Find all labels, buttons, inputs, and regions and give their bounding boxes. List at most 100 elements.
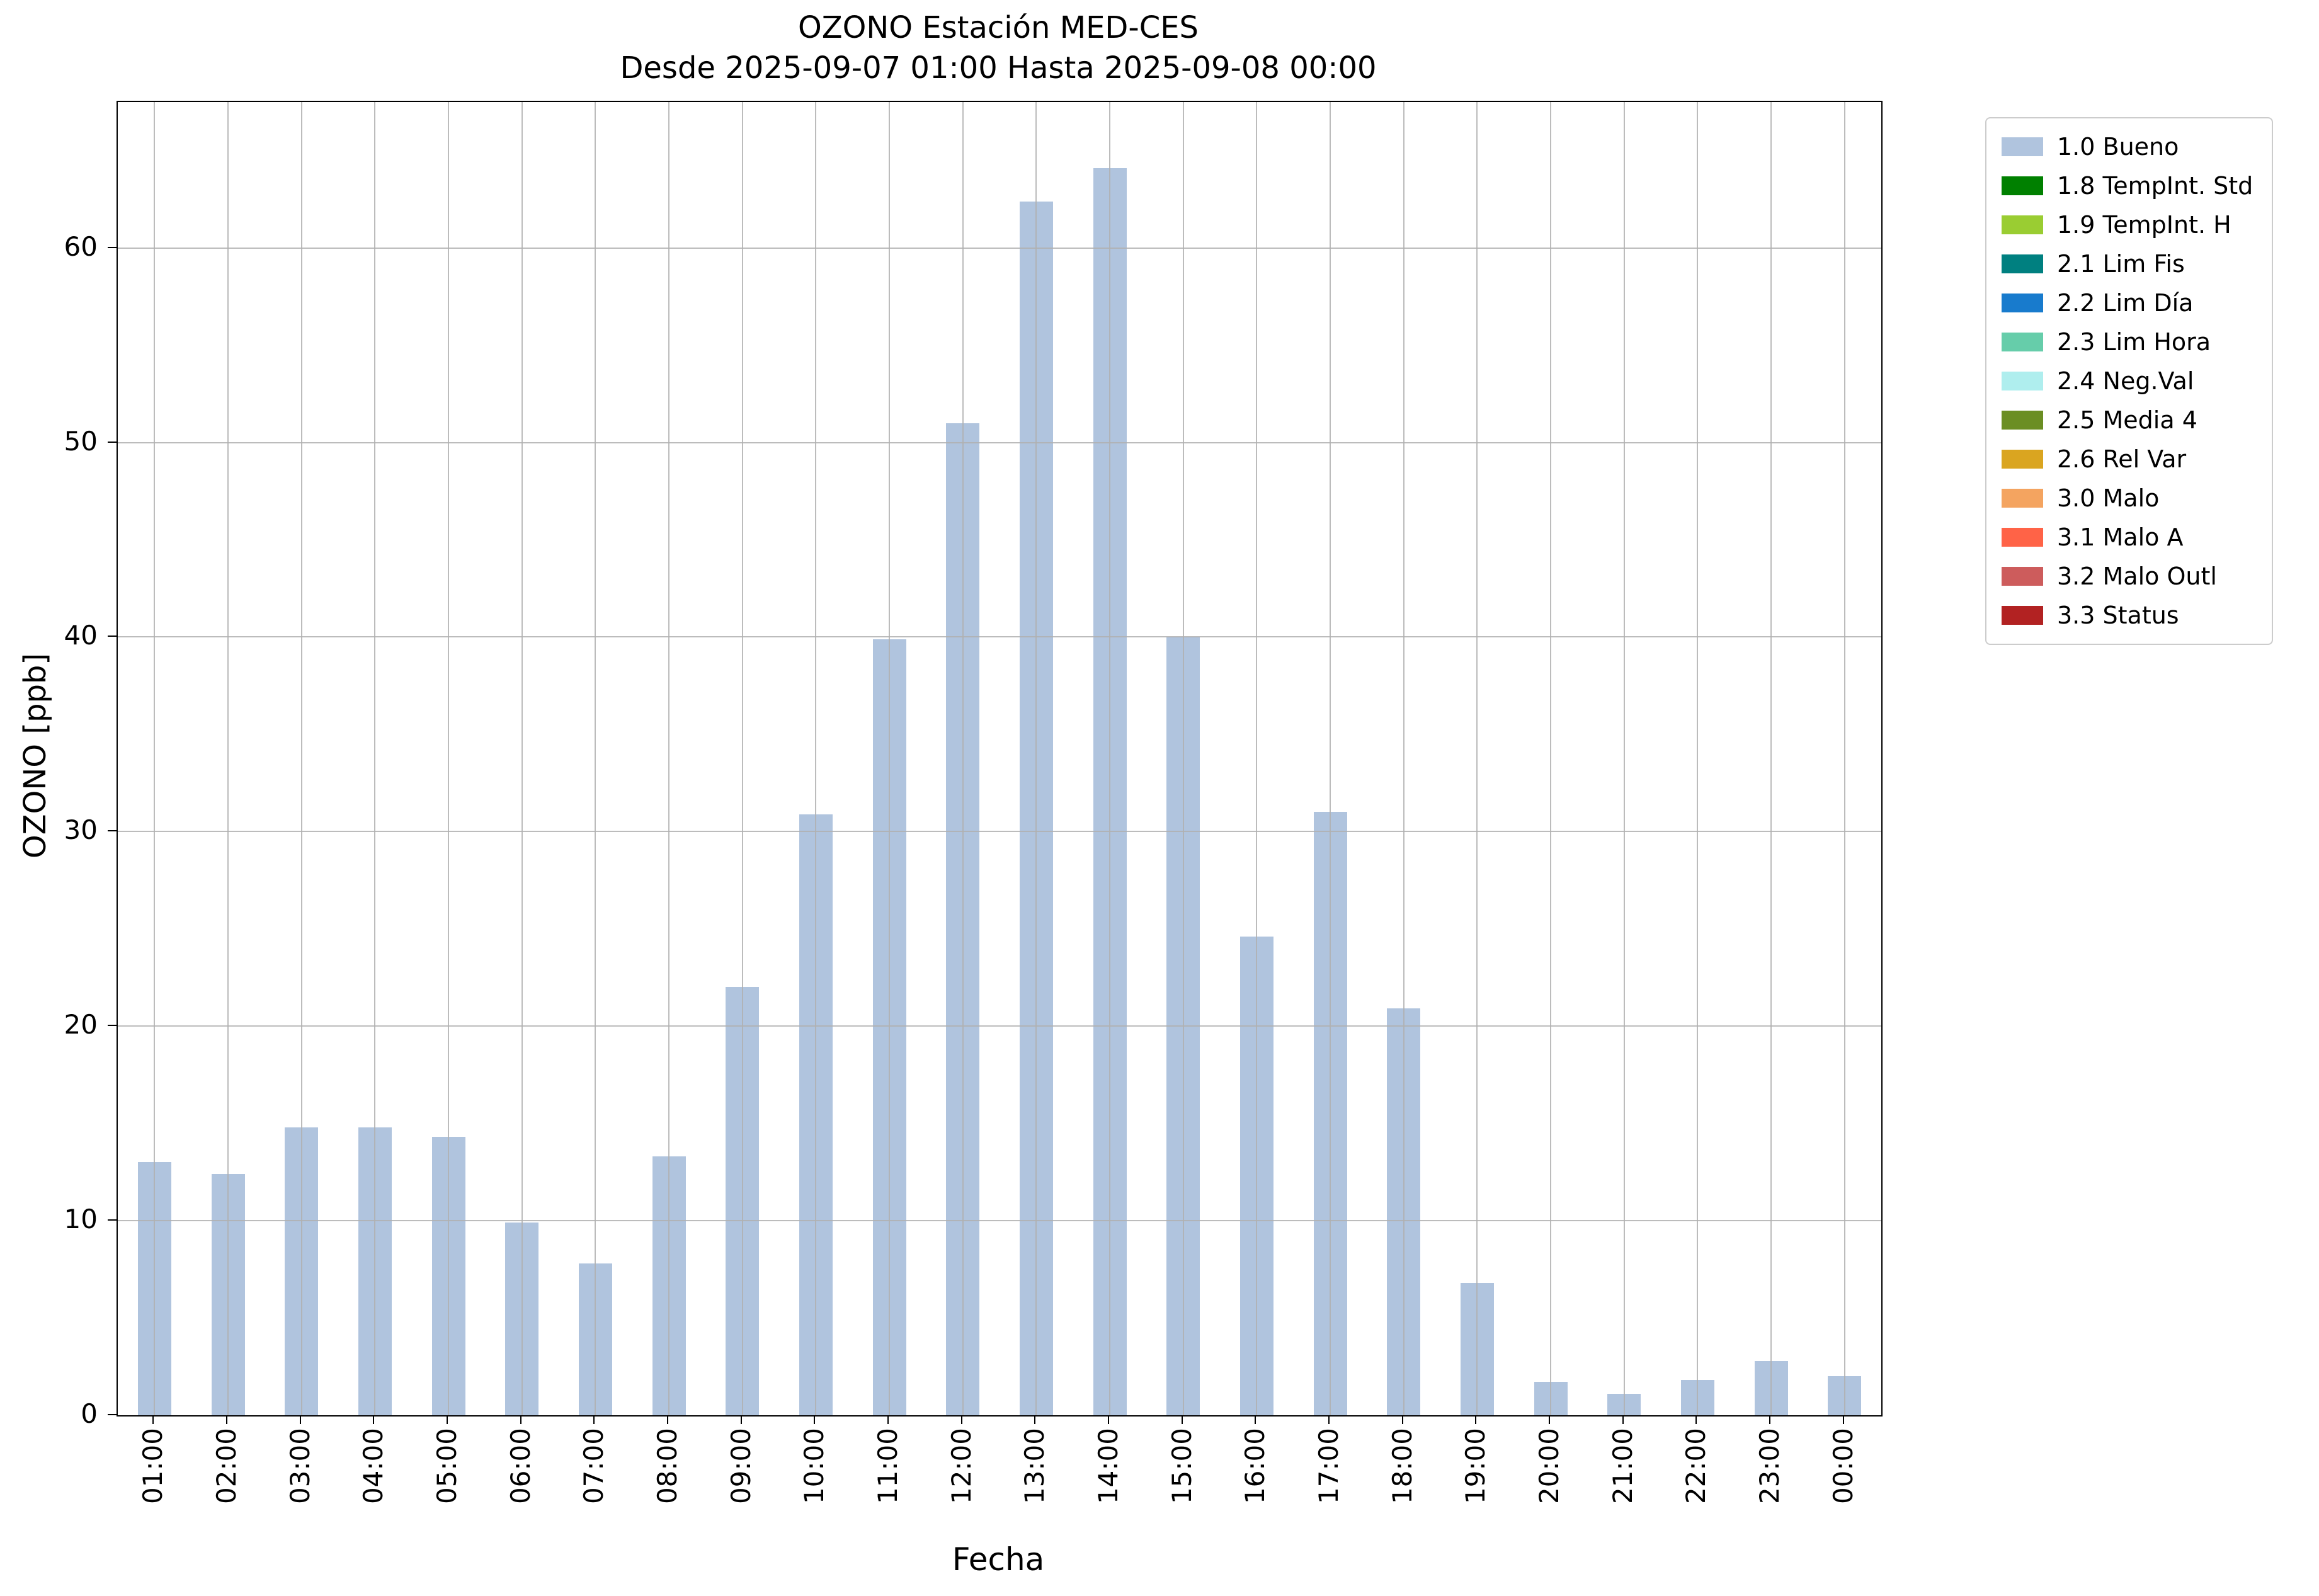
- x-tick-label: 20:00: [1534, 1428, 1564, 1505]
- x-tick-mark: [593, 1415, 595, 1424]
- legend-item: 3.0 Malo: [2002, 484, 2253, 513]
- x-tick-label: 05:00: [431, 1428, 462, 1505]
- legend-label: 3.3 Status: [2057, 601, 2179, 629]
- x-tick-label: 04:00: [358, 1428, 389, 1505]
- x-tick-label: 10:00: [799, 1428, 829, 1505]
- x-tick-mark: [300, 1415, 301, 1424]
- x-tick-mark: [1769, 1415, 1770, 1424]
- x-tick-mark: [1182, 1415, 1183, 1424]
- x-tick-label: 13:00: [1019, 1428, 1050, 1505]
- legend-label: 2.4 Neg.Val: [2057, 367, 2194, 395]
- legend-label: 3.0 Malo: [2057, 484, 2160, 512]
- legend-item: 2.1 Lim Fis: [2002, 249, 2253, 278]
- vertical-gridline: [595, 102, 596, 1415]
- vertical-gridline: [815, 102, 816, 1415]
- y-tick-mark: [108, 1025, 117, 1026]
- y-tick-label: 0: [81, 1398, 98, 1429]
- y-tick-label: 40: [64, 620, 98, 651]
- x-axis-label: Fecha: [952, 1541, 1045, 1578]
- legend-swatch: [2002, 137, 2043, 156]
- vertical-gridline: [742, 102, 743, 1415]
- x-tick-label: 12:00: [946, 1428, 977, 1505]
- vertical-gridline: [374, 102, 375, 1415]
- legend-swatch: [2002, 333, 2043, 351]
- legend-item: 1.0 Bueno: [2002, 132, 2253, 161]
- x-tick-label: 11:00: [872, 1428, 903, 1505]
- legend-item: 3.3 Status: [2002, 601, 2253, 630]
- y-tick-mark: [108, 1219, 117, 1221]
- chart-title: OZONO Estación MED-CES: [797, 10, 1199, 45]
- y-tick-label: 10: [64, 1204, 98, 1234]
- x-tick-mark: [1475, 1415, 1476, 1424]
- x-tick-mark: [961, 1415, 962, 1424]
- legend-label: 1.0 Bueno: [2057, 133, 2179, 161]
- horizontal-gridline: [118, 248, 1881, 249]
- y-tick-label: 20: [64, 1009, 98, 1040]
- x-tick-mark: [152, 1415, 154, 1424]
- horizontal-gridline: [118, 442, 1881, 443]
- legend-label: 2.3 Lim Hora: [2057, 328, 2211, 356]
- y-tick-mark: [108, 442, 117, 443]
- legend-label: 1.9 TempInt. H: [2057, 211, 2231, 239]
- legend-swatch: [2002, 215, 2043, 234]
- legend-label: 2.6 Rel Var: [2057, 445, 2187, 473]
- x-tick-mark: [887, 1415, 889, 1424]
- legend-item: 1.9 TempInt. H: [2002, 210, 2253, 239]
- x-tick-mark: [741, 1415, 742, 1424]
- x-tick-mark: [1843, 1415, 1844, 1424]
- x-tick-label: 16:00: [1239, 1428, 1270, 1505]
- x-tick-label: 09:00: [726, 1428, 756, 1505]
- x-tick-mark: [520, 1415, 521, 1424]
- x-tick-mark: [1549, 1415, 1550, 1424]
- y-tick-mark: [108, 247, 117, 248]
- vertical-gridline: [154, 102, 155, 1415]
- vertical-gridline: [448, 102, 449, 1415]
- x-tick-label: 21:00: [1607, 1428, 1638, 1505]
- x-tick-label: 06:00: [505, 1428, 536, 1505]
- x-tick-label: 02:00: [211, 1428, 242, 1505]
- vertical-gridline: [889, 102, 890, 1415]
- x-tick-mark: [1622, 1415, 1624, 1424]
- x-tick-label: 07:00: [578, 1428, 609, 1505]
- y-tick-mark: [108, 636, 117, 637]
- legend-swatch: [2002, 254, 2043, 273]
- x-tick-mark: [226, 1415, 227, 1424]
- legend-swatch: [2002, 450, 2043, 469]
- x-tick-mark: [1255, 1415, 1256, 1424]
- vertical-gridline: [1624, 102, 1625, 1415]
- vertical-gridline: [227, 102, 229, 1415]
- x-tick-label: 08:00: [652, 1428, 683, 1505]
- y-tick-label: 30: [64, 814, 98, 845]
- y-tick-label: 50: [64, 426, 98, 457]
- legend-label: 3.2 Malo Outl: [2057, 562, 2217, 590]
- legend-swatch: [2002, 372, 2043, 390]
- vertical-gridline: [1403, 102, 1405, 1415]
- legend-label: 1.8 TempInt. Std: [2057, 172, 2253, 200]
- x-tick-mark: [1402, 1415, 1403, 1424]
- x-tick-label: 22:00: [1680, 1428, 1711, 1505]
- legend-swatch: [2002, 528, 2043, 547]
- vertical-gridline: [301, 102, 302, 1415]
- vertical-gridline: [1770, 102, 1772, 1415]
- x-tick-mark: [667, 1415, 668, 1424]
- horizontal-gridline: [118, 636, 1881, 637]
- x-tick-label: 17:00: [1313, 1428, 1344, 1505]
- x-tick-mark: [1034, 1415, 1035, 1424]
- legend-item: 3.1 Malo A: [2002, 523, 2253, 552]
- y-tick-mark: [108, 830, 117, 831]
- legend: 1.0 Bueno 1.8 TempInt. Std 1.9 TempInt. H 2…: [1985, 117, 2274, 645]
- vertical-gridline: [521, 102, 523, 1415]
- legend-swatch: [2002, 411, 2043, 430]
- x-tick-label: 18:00: [1387, 1428, 1418, 1505]
- legend-item: 3.2 Malo Outl: [2002, 562, 2253, 591]
- legend-label: 3.1 Malo A: [2057, 523, 2184, 551]
- legend-label: 2.2 Lim Día: [2057, 289, 2194, 317]
- x-tick-label: 15:00: [1166, 1428, 1197, 1505]
- x-tick-label: 14:00: [1093, 1428, 1124, 1505]
- vertical-gridline: [668, 102, 669, 1415]
- vertical-gridline: [1476, 102, 1478, 1415]
- legend-swatch: [2002, 176, 2043, 195]
- y-tick-mark: [108, 1414, 117, 1415]
- vertical-gridline: [962, 102, 964, 1415]
- legend-swatch: [2002, 294, 2043, 312]
